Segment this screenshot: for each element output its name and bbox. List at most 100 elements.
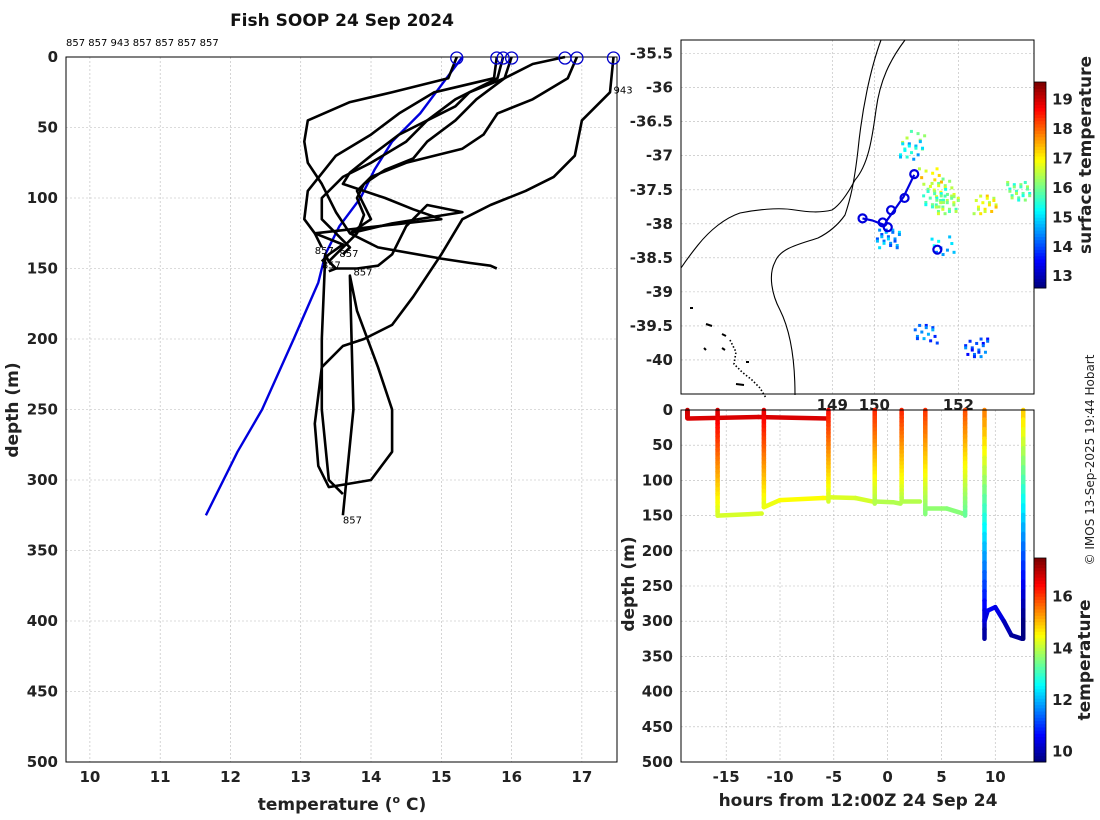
map-colorbar-segment bbox=[1034, 175, 1046, 180]
section-tow bbox=[853, 495, 875, 504]
sst-pixel bbox=[907, 144, 911, 148]
y-tick-label: 500 bbox=[27, 753, 58, 771]
section-colorbar-label: temperature bbox=[1075, 599, 1095, 720]
station-marker bbox=[932, 244, 943, 255]
sst-pixel bbox=[986, 337, 990, 341]
sst-pixel bbox=[945, 192, 949, 196]
y-tick-label: 250 bbox=[27, 401, 58, 419]
sst-pixel bbox=[912, 157, 916, 161]
y-tick-label: 450 bbox=[27, 683, 58, 701]
section-colorbar-segment bbox=[1034, 739, 1046, 744]
surface-marker bbox=[606, 51, 621, 65]
section-y-tick: 200 bbox=[642, 542, 673, 560]
sst-pixel bbox=[1025, 185, 1029, 189]
map-colorbar-segment bbox=[1034, 127, 1046, 131]
map-colorbar-segment bbox=[1034, 204, 1046, 209]
section-colorbar-segment bbox=[1034, 730, 1046, 734]
profile-panel: Fish SOOP 24 Sep 2024 857 857 943 857 85… bbox=[3, 11, 633, 815]
section-colorbar-tick: 16 bbox=[1052, 588, 1073, 606]
map-colorbar-segment bbox=[1034, 136, 1046, 141]
sst-pixel bbox=[972, 355, 976, 359]
sst-pixel bbox=[977, 350, 981, 354]
sst-pixel bbox=[966, 352, 970, 356]
sst-pixel bbox=[986, 339, 990, 343]
sst-pixel bbox=[889, 244, 893, 248]
temperature-profile-line bbox=[320, 56, 505, 256]
sst-pixel bbox=[1028, 194, 1032, 198]
sst-pixel bbox=[878, 228, 882, 232]
sst-pixel bbox=[905, 136, 909, 140]
sst-pixel bbox=[922, 182, 926, 186]
sst-pixel bbox=[928, 184, 932, 188]
sst-pixel bbox=[937, 181, 941, 185]
sst-pixel bbox=[934, 203, 938, 207]
map-colorbar-segment bbox=[1034, 210, 1046, 215]
map-lat-label: -36 bbox=[646, 79, 673, 97]
sst-pixel bbox=[948, 179, 952, 183]
map-colorbar-segment bbox=[1034, 88, 1046, 93]
sst-pixel bbox=[1021, 191, 1025, 195]
section-tow bbox=[993, 604, 1007, 624]
section-colorbar-segment bbox=[1034, 682, 1046, 686]
sst-pixel bbox=[979, 194, 983, 198]
sst-pixel bbox=[1019, 185, 1023, 189]
sst-pixel bbox=[893, 237, 897, 241]
sst-pixel bbox=[1012, 183, 1016, 187]
x-tick-label: 16 bbox=[501, 768, 522, 786]
section-colorbar-segment bbox=[1034, 621, 1046, 626]
sst-pixel bbox=[915, 337, 919, 341]
sst-pixel bbox=[895, 244, 899, 248]
map-colorbar-segment bbox=[1034, 98, 1046, 102]
sst-pixel bbox=[1010, 194, 1014, 198]
section-colorbar-segment bbox=[1034, 666, 1046, 671]
sst-pixel bbox=[950, 196, 954, 200]
sst-pixel bbox=[933, 178, 937, 182]
section-colorbar-segment bbox=[1034, 736, 1046, 741]
sst-pixel bbox=[936, 212, 940, 216]
map-colorbar-tick: 13 bbox=[1052, 267, 1073, 285]
section-colorbar-segment bbox=[1034, 561, 1046, 565]
section-y-tick: 100 bbox=[642, 471, 673, 489]
credit-text: © IMOS 13-Sep-2025 19:44 Hobart bbox=[1083, 354, 1097, 565]
temperature-profile-line bbox=[302, 56, 499, 263]
section-colorbar-tick: 12 bbox=[1052, 691, 1073, 709]
section-x-tick: 0 bbox=[882, 768, 892, 786]
sst-pixel bbox=[972, 212, 976, 216]
sst-pixel bbox=[880, 235, 884, 239]
section-y-tick: 450 bbox=[642, 718, 673, 736]
y-tick-label: 300 bbox=[27, 471, 58, 489]
section-colorbar-segment bbox=[1034, 577, 1046, 581]
map-colorbar-segment bbox=[1034, 217, 1046, 221]
sst-pixel bbox=[1010, 196, 1014, 200]
sst-pixel bbox=[886, 235, 890, 239]
sst-pixel bbox=[930, 203, 934, 207]
map-colorbar-segment bbox=[1034, 213, 1046, 218]
sst-pixel bbox=[979, 337, 983, 341]
sst-pixel bbox=[914, 144, 918, 148]
x-tick-label: 17 bbox=[571, 768, 592, 786]
sst-pixel bbox=[880, 233, 884, 237]
map-colorbar-segment bbox=[1034, 194, 1046, 199]
sst-pixel bbox=[918, 323, 922, 327]
sst-pixel bbox=[875, 237, 879, 241]
section-colorbar-segment bbox=[1034, 726, 1046, 731]
sst-pixel bbox=[884, 230, 888, 234]
y-axis-label: depth (m) bbox=[3, 362, 23, 457]
x-tick-label: 12 bbox=[220, 768, 241, 786]
sst-pixel bbox=[939, 180, 943, 184]
sst-pixel bbox=[950, 194, 954, 198]
sst-pixel bbox=[878, 246, 882, 250]
section-colorbar-segment bbox=[1034, 564, 1046, 569]
section-colorbar-segment bbox=[1034, 720, 1046, 725]
sst-pixel bbox=[941, 200, 945, 204]
section-tow bbox=[686, 414, 761, 421]
section-colorbar-segment bbox=[1034, 589, 1046, 594]
map-colorbar-segment bbox=[1034, 133, 1046, 138]
surface-marker bbox=[504, 51, 519, 65]
section-y-tick: 350 bbox=[642, 647, 673, 665]
map-colorbar-segment bbox=[1034, 284, 1046, 289]
station-marker bbox=[909, 169, 920, 180]
map-colorbar-segment bbox=[1034, 107, 1046, 112]
sst-pixel bbox=[985, 194, 989, 198]
sst-pixel bbox=[970, 346, 974, 350]
